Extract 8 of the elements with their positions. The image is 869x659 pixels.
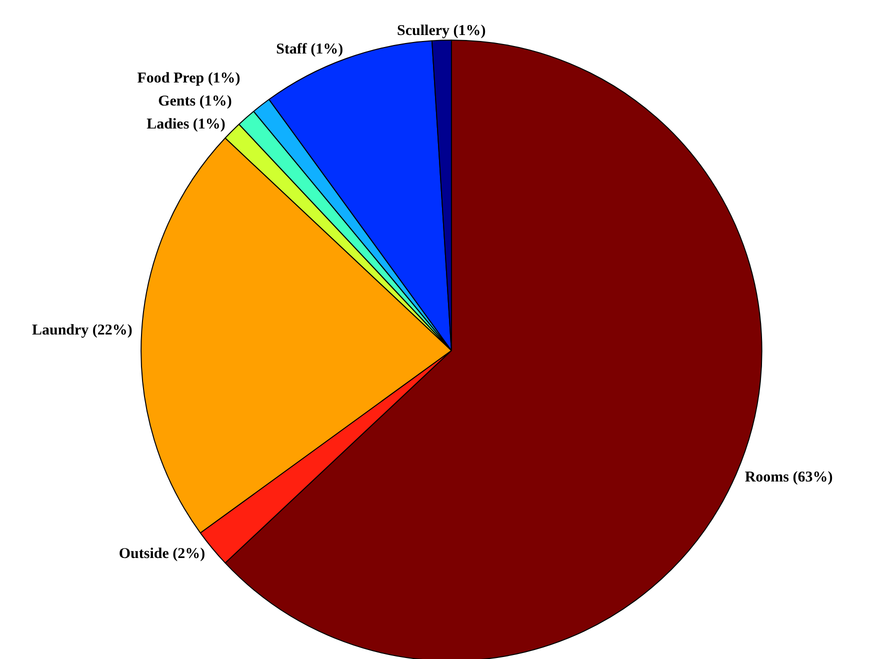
- slice-label: Outside (2%): [118, 546, 206, 562]
- slice-label: Gents (1%): [158, 93, 232, 110]
- slice-label: Ladies (1%): [146, 116, 226, 132]
- slice-label: Rooms (63%): [744, 469, 833, 486]
- slice-label: Scullery (1%): [397, 22, 486, 39]
- slice-label: Laundry (22%): [32, 322, 132, 338]
- slice-label: Staff (1%): [276, 42, 344, 58]
- slice-label: Food Prep (1%): [137, 70, 240, 86]
